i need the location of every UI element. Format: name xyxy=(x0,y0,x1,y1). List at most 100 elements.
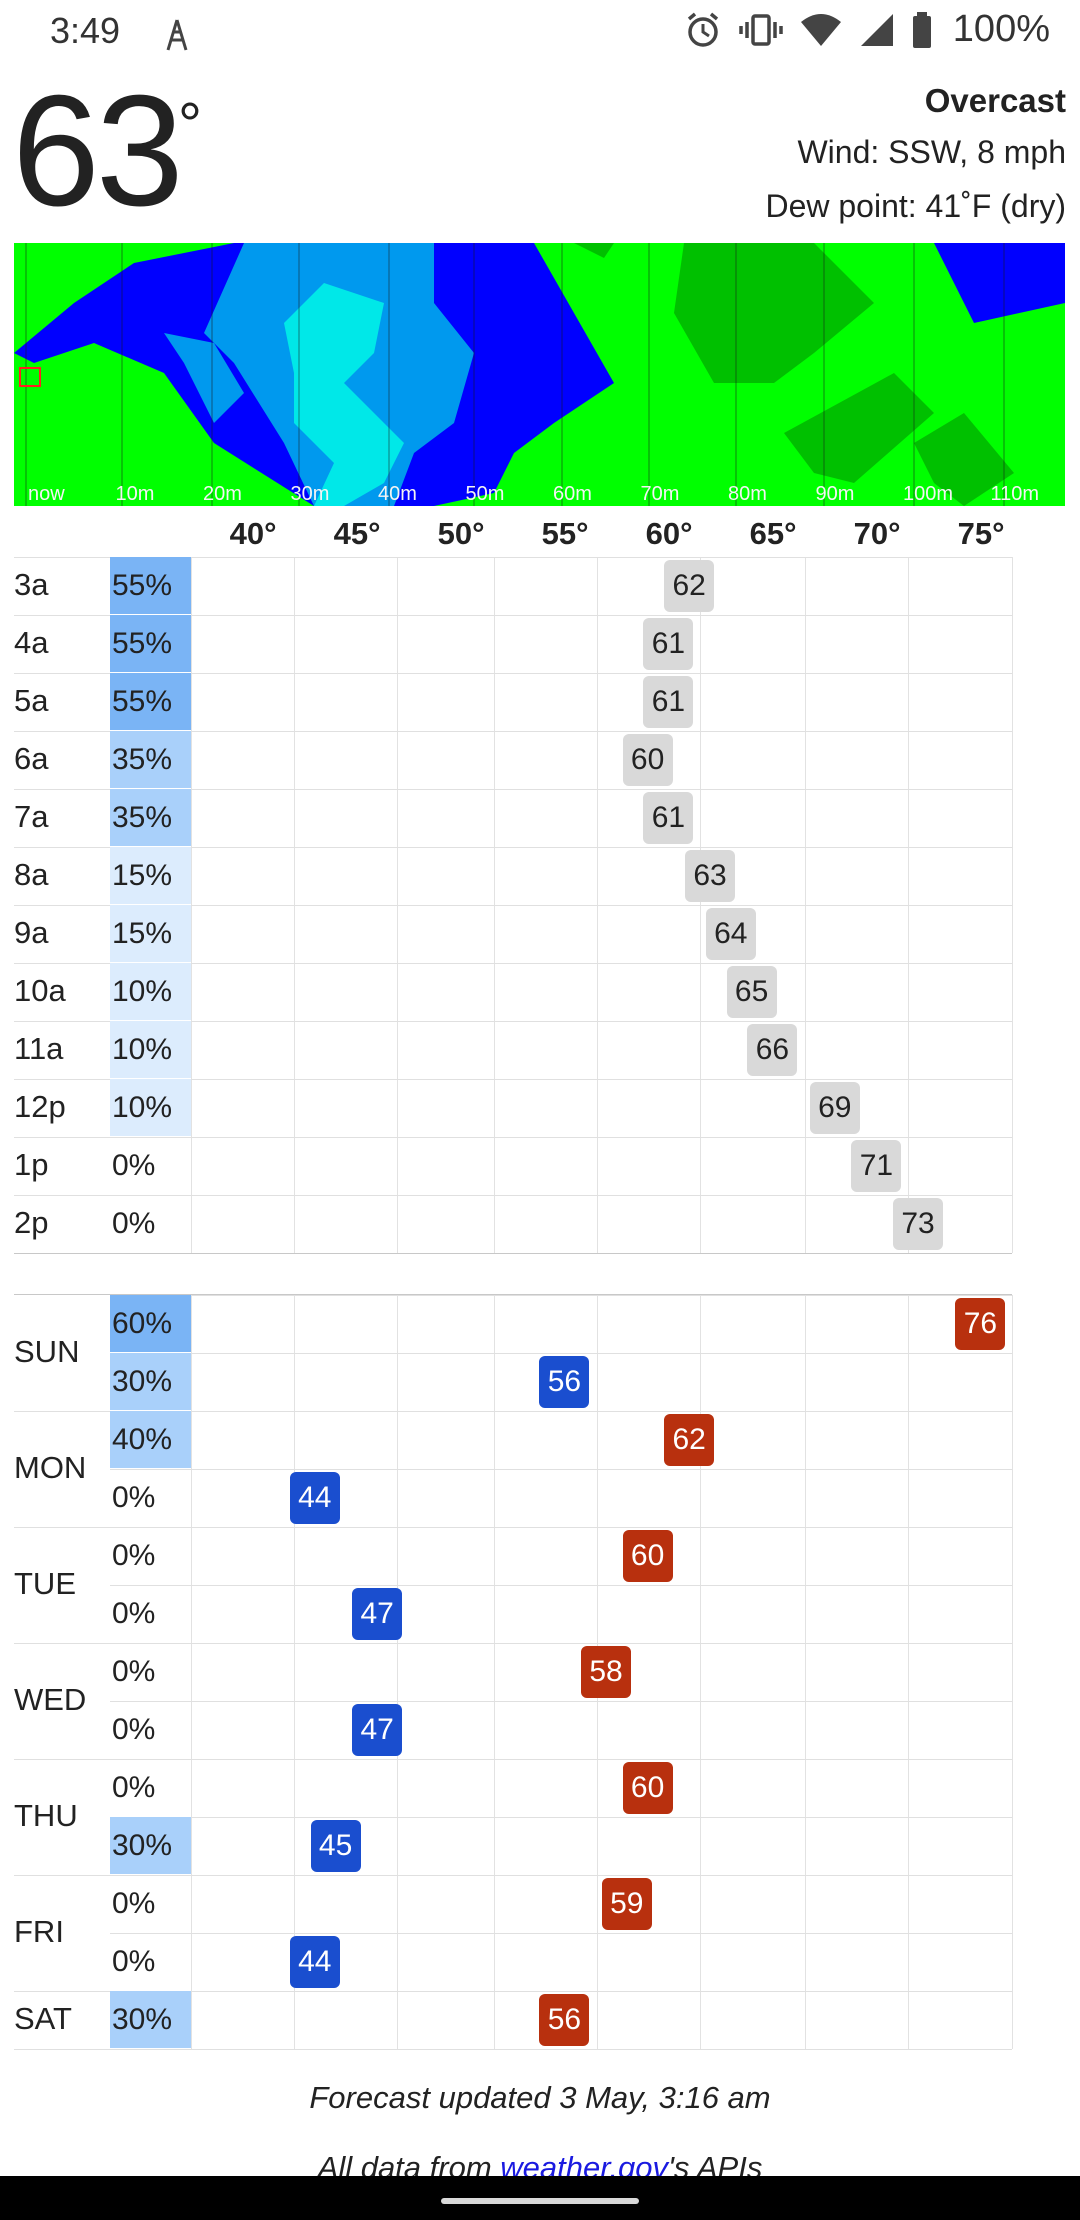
precip-chance: 0% xyxy=(110,1469,191,1526)
radar-map[interactable]: now 10m 20m 30m 40m 50m 60m 70m 80m 90m 100m 110m xyxy=(14,243,1065,506)
current-condition: Overcast xyxy=(924,82,1066,119)
precip-chance-text: 10% xyxy=(112,975,173,1008)
day-label: SUN xyxy=(14,1334,80,1369)
precip-chance-text: 55% xyxy=(112,685,173,718)
precip-chance: 55% xyxy=(110,557,191,614)
precip-chance: 0% xyxy=(110,1643,191,1700)
radar-time-label: 90m xyxy=(815,483,855,505)
hourly-temp-badge: 62 xyxy=(664,560,715,612)
high-temp-badge: 76 xyxy=(955,1298,1006,1350)
hour-label: 7a xyxy=(14,799,49,834)
temperature-axis-label: 55° xyxy=(541,516,589,551)
precip-chance-text: 0% xyxy=(112,1149,156,1182)
row-divider xyxy=(110,1991,1012,1992)
row-divider xyxy=(110,1353,1012,1354)
day-divider xyxy=(14,2049,1012,2050)
hourly-temp-badge: 64 xyxy=(705,908,756,960)
grid-line xyxy=(908,1295,909,2049)
navigation-bar xyxy=(0,2176,1080,2220)
high-temp-badge: 58 xyxy=(581,1646,631,1698)
weather-gov-link[interactable]: weather.gov xyxy=(500,2150,668,2176)
hour-label: 6a xyxy=(14,741,49,776)
day-label: SAT xyxy=(14,2001,72,2036)
location-marker-icon xyxy=(19,367,41,387)
precip-chance: 30% xyxy=(110,1991,191,2048)
hour-label: 4a xyxy=(14,625,49,660)
precip-chance-text: 15% xyxy=(112,859,173,892)
precip-chance-text: 10% xyxy=(112,1033,173,1066)
grid-line xyxy=(805,1295,806,2049)
hourly-temp-badge: 73 xyxy=(893,1198,943,1250)
precip-chance: 10% xyxy=(110,963,191,1020)
radar-time-label: 50m xyxy=(465,483,505,505)
day-label: WED xyxy=(14,1682,87,1717)
antenna-icon xyxy=(166,19,188,51)
precip-chance-text: 35% xyxy=(112,743,173,776)
low-temp-badge: 56 xyxy=(539,1356,590,1408)
radar-time-label: 40m xyxy=(378,483,417,505)
precip-chance-text: 0% xyxy=(112,1945,156,1978)
precip-chance: 0% xyxy=(110,1527,191,1584)
hour-label: 3a xyxy=(14,567,49,602)
precip-chance-text: 0% xyxy=(112,1597,156,1630)
vibrate-icon xyxy=(739,13,783,46)
home-handle[interactable] xyxy=(441,2198,639,2204)
precip-chance: 35% xyxy=(110,731,191,788)
row-divider xyxy=(14,615,1012,616)
hourly-temp-badge: 61 xyxy=(643,618,694,670)
wifi-icon xyxy=(800,13,841,46)
row-divider xyxy=(14,1195,1012,1196)
row-divider xyxy=(14,905,1012,906)
precip-chance: 0% xyxy=(110,1195,191,1252)
precip-chance-text: 35% xyxy=(112,801,173,834)
row-divider xyxy=(14,789,1012,790)
row-divider xyxy=(14,1137,1012,1138)
day-label: MON xyxy=(14,1450,87,1485)
precip-chance-text: 0% xyxy=(112,1481,156,1514)
temperature-axis-label: 45° xyxy=(333,516,381,551)
low-temp-badge: 47 xyxy=(352,1704,403,1756)
precip-chance: 15% xyxy=(110,905,191,962)
hourly-temp-badge: 60 xyxy=(622,734,673,786)
row-divider xyxy=(110,1411,1012,1412)
dew-point-info: Dew point: 41˚F (dry) xyxy=(765,188,1066,224)
temperature-axis-label: 60° xyxy=(645,516,693,551)
row-divider xyxy=(110,1875,1012,1876)
precip-chance-text: 30% xyxy=(112,1365,173,1398)
low-temp-badge: 44 xyxy=(289,1472,340,1524)
hourly-temp-badge: 63 xyxy=(685,850,735,902)
day-label: THU xyxy=(14,1798,78,1833)
row-divider xyxy=(110,1585,1012,1586)
hour-label: 10a xyxy=(14,973,66,1008)
day-label: TUE xyxy=(14,1566,76,1601)
day-label: FRI xyxy=(14,1914,64,1949)
row-divider xyxy=(14,1079,1012,1080)
radar-time-label: 30m xyxy=(290,483,330,505)
temperature-axis-label: 70° xyxy=(853,516,901,551)
precip-chance: 30% xyxy=(110,1353,191,1410)
high-temp-badge: 59 xyxy=(601,1878,652,1930)
row-divider xyxy=(110,1817,1012,1818)
row-divider xyxy=(110,1469,1012,1470)
hour-label: 1p xyxy=(14,1147,49,1182)
high-temp-badge: 56 xyxy=(539,1994,590,2046)
precip-chance: 35% xyxy=(110,789,191,846)
hourly-temp-badge: 66 xyxy=(747,1024,798,1076)
high-temp-badge: 62 xyxy=(664,1414,715,1466)
temperature-axis-label: 50° xyxy=(437,516,485,551)
precip-chance-text: 55% xyxy=(112,627,173,660)
precip-chance-text: 0% xyxy=(112,1655,156,1688)
row-divider xyxy=(14,1294,1012,1295)
current-temperature: 63 xyxy=(12,63,184,239)
hour-label: 2p xyxy=(14,1205,49,1240)
low-temp-badge: 45 xyxy=(310,1820,361,1872)
battery-percent: 100% xyxy=(952,8,1050,50)
hour-label: 12p xyxy=(14,1089,66,1124)
hour-label: 9a xyxy=(14,915,49,950)
precip-chance-text: 0% xyxy=(112,1887,156,1920)
precip-chance-text: 10% xyxy=(112,1091,173,1124)
data-source-prefix: All data from xyxy=(317,2150,501,2176)
hourly-temp-badge: 65 xyxy=(726,966,777,1018)
row-divider xyxy=(14,557,1012,558)
temperature-axis-label: 65° xyxy=(749,516,797,551)
